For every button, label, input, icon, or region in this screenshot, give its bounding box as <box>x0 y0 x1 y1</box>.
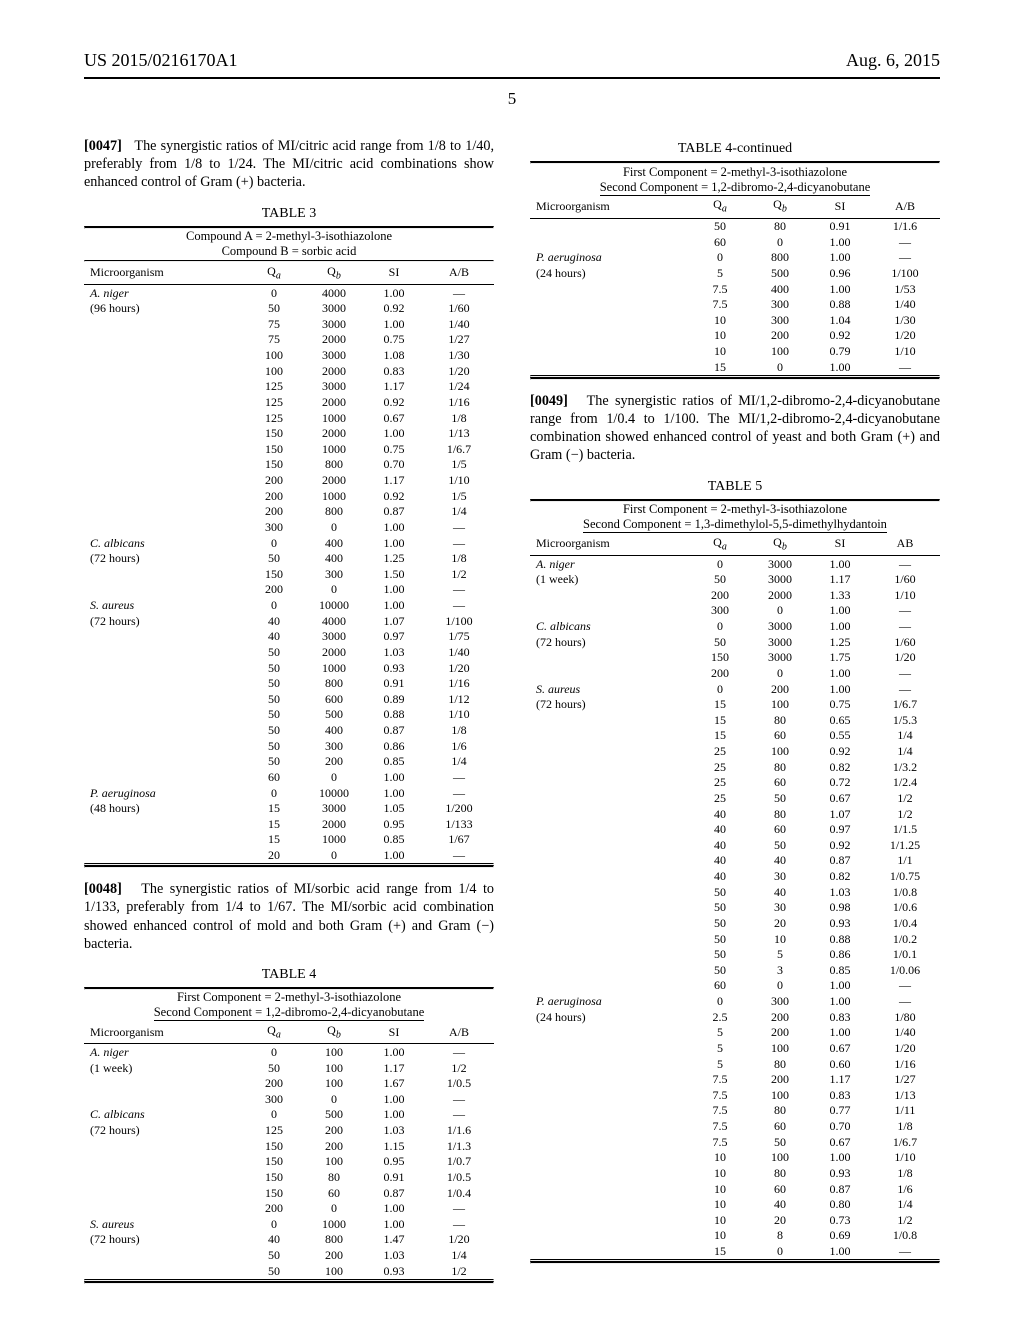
patent-number: US 2015/0216170A1 <box>84 50 238 71</box>
para-0047-text: The synergistic ratios of MI/citric acid… <box>84 138 494 190</box>
para-0047: [0047] The synergistic ratios of MI/citr… <box>84 137 494 192</box>
patent-date: Aug. 6, 2015 <box>846 50 940 71</box>
para-0048-text: The synergistic ratios of MI/sorbic acid… <box>84 881 494 952</box>
para-0048: [0048] The synergistic ratios of MI/sorb… <box>84 880 494 953</box>
para-0049-text: The synergistic ratios of MI/1,2-dibromo… <box>530 393 940 464</box>
table4-title: TABLE 4 <box>84 967 494 983</box>
left-column: [0047] The synergistic ratios of MI/citr… <box>84 137 494 1296</box>
table4: First Component = 2-methyl-3-isothiazolo… <box>84 987 494 1284</box>
table3-title: TABLE 3 <box>84 206 494 222</box>
right-column: TABLE 4-continued First Component = 2-me… <box>530 137 940 1296</box>
page-header: US 2015/0216170A1 Aug. 6, 2015 <box>84 50 940 75</box>
header-rule <box>84 77 940 79</box>
table5: First Component = 2-methyl-3-isothiazolo… <box>530 499 940 1265</box>
table5-title: TABLE 5 <box>530 479 940 495</box>
para-0048-num: [0048] <box>84 881 122 897</box>
para-0049: [0049] The synergistic ratios of MI/1,2-… <box>530 392 940 465</box>
table4-continued: First Component = 2-methyl-3-isothiazolo… <box>530 161 940 380</box>
page-number: 5 <box>84 89 940 109</box>
table3: Compound A = 2-methyl-3-isothiazoloneCom… <box>84 226 494 869</box>
table4cont-title: TABLE 4-continued <box>530 141 940 157</box>
para-0047-num: [0047] <box>84 138 122 154</box>
para-0049-num: [0049] <box>530 393 568 409</box>
